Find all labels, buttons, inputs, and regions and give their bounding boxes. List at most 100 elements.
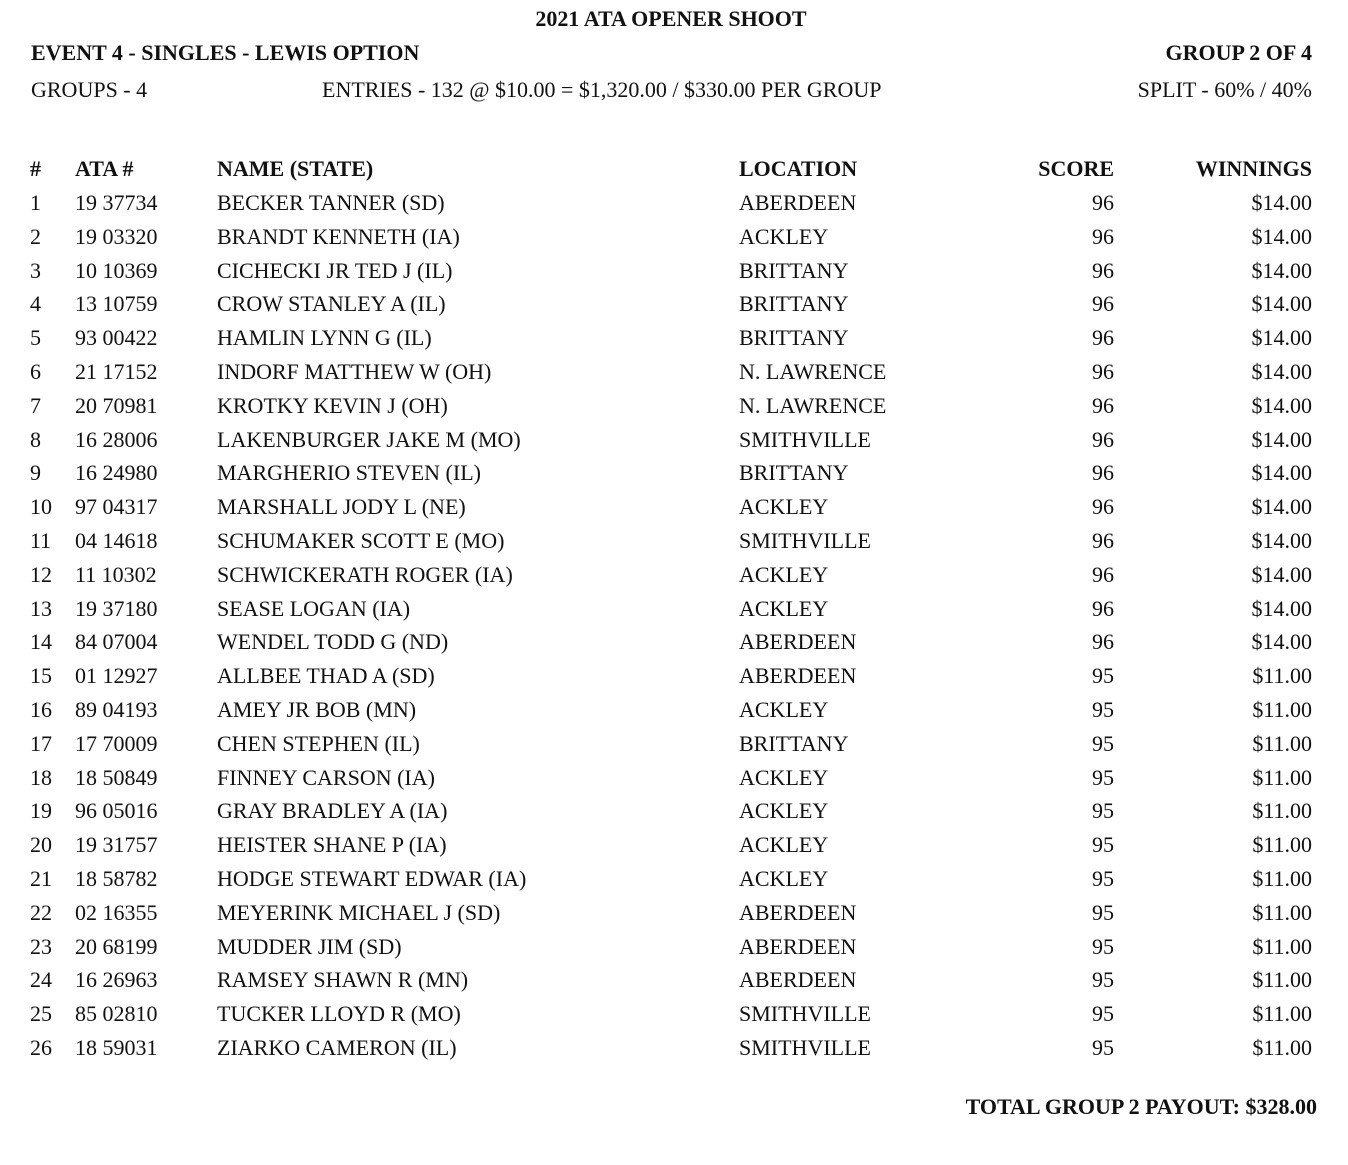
winnings: $14.00 [1251, 392, 1313, 418]
row-number: 13 [30, 595, 52, 621]
location: BRITTANY [739, 325, 849, 351]
score: 96 [1092, 392, 1114, 418]
ata-number: 19 03320 [75, 223, 158, 249]
location: ABERDEEN [739, 190, 857, 215]
shooter-name: FINNEY CARSON (IA) [217, 764, 435, 790]
winnings: $14.00 [1251, 325, 1313, 351]
ata-number: 17 70009 [75, 730, 158, 756]
score: 96 [1092, 359, 1114, 384]
shooter-name: CHEN STEPHEN (IL) [217, 730, 420, 756]
location: ACKLEY [739, 832, 829, 858]
score: 96 [1092, 629, 1114, 655]
location: BRITTANY [739, 291, 849, 317]
winnings: $11.00 [1252, 730, 1312, 756]
shooter-name: TUCKER LLOYD R (MO) [217, 1001, 461, 1027]
location: ACKLEY [739, 561, 829, 587]
group-label: GROUP 2 OF 4 [1165, 40, 1312, 65]
row-number: 24 [30, 967, 52, 993]
row-number: 11 [30, 528, 52, 553]
ata-number: 01 12927 [75, 663, 158, 689]
location: N. LAWRENCE [739, 392, 887, 418]
winnings: $14.00 [1251, 494, 1313, 520]
row-number: 4 [30, 291, 41, 317]
location: ACKLEY [739, 595, 829, 621]
shooter-name: SCHUMAKER SCOTT E (MO) [217, 528, 505, 553]
row-number: 5 [30, 325, 41, 351]
shooter-name: BECKER TANNER (SD) [217, 190, 445, 215]
row-number: 9 [30, 460, 41, 486]
winnings: $14.00 [1251, 190, 1313, 215]
shooter-name: RAMSEY SHAWN R (MN) [217, 967, 469, 993]
winnings: $14.00 [1251, 595, 1313, 621]
column-header-name: NAME (STATE) [217, 156, 374, 181]
ata-number: 93 00422 [75, 325, 158, 351]
location: ABERDEEN [739, 967, 857, 993]
winnings: $11.00 [1252, 1001, 1312, 1027]
shooter-name: HEISTER SHANE P (IA) [217, 832, 447, 858]
winnings: $14.00 [1251, 629, 1313, 655]
ata-number: 21 17152 [75, 359, 158, 384]
ata-number: 96 05016 [75, 798, 158, 824]
location: BRITTANY [739, 460, 849, 486]
location: ACKLEY [739, 764, 829, 790]
row-number: 23 [30, 933, 52, 959]
winnings: $14.00 [1251, 257, 1313, 283]
score: 96 [1092, 528, 1114, 553]
score: 95 [1092, 1035, 1114, 1060]
shooter-name: GRAY BRADLEY A (IA) [217, 798, 448, 824]
score: 96 [1092, 291, 1114, 317]
shooter-name: CICHECKI JR TED J (IL) [217, 257, 453, 283]
score: 95 [1092, 730, 1114, 756]
ata-number: 16 24980 [75, 460, 158, 486]
location: ACKLEY [739, 697, 829, 722]
shooter-name: ZIARKO CAMERON (IL) [217, 1035, 457, 1060]
ata-number: 18 50849 [75, 764, 158, 790]
shooter-name: INDORF MATTHEW W (OH) [217, 359, 492, 384]
shooter-name: CROW STANLEY A (IL) [217, 291, 446, 317]
score: 96 [1092, 223, 1114, 249]
score: 95 [1092, 832, 1114, 858]
column-header-ata: ATA # [75, 156, 134, 181]
row-number: 16 [30, 697, 52, 722]
row-number: 12 [30, 561, 52, 587]
groups-count: GROUPS - 4 [31, 77, 148, 102]
ata-number: 89 04193 [75, 697, 158, 722]
ata-number: 16 28006 [75, 426, 158, 452]
ata-number: 20 70981 [75, 392, 158, 418]
shooter-name: HODGE STEWART EDWAR (IA) [217, 866, 527, 891]
location: ABERDEEN [739, 663, 857, 689]
column-header-location: LOCATION [739, 156, 858, 181]
ata-number: 85 02810 [75, 1001, 158, 1027]
ata-number: 20 68199 [75, 933, 158, 959]
row-number: 10 [30, 494, 52, 520]
shooter-name: MUDDER JIM (SD) [217, 933, 402, 959]
event-title: EVENT 4 - SINGLES - LEWIS OPTION [31, 40, 420, 65]
ata-number: 19 37734 [75, 190, 158, 215]
score: 96 [1092, 595, 1114, 621]
ata-number: 02 16355 [75, 899, 158, 925]
payout-split: SPLIT - 60% / 40% [1137, 77, 1312, 102]
row-number: 18 [30, 764, 52, 790]
ata-number: 10 10369 [75, 257, 158, 283]
ata-number: 84 07004 [75, 629, 158, 655]
shooter-name: MARGHERIO STEVEN (IL) [217, 460, 481, 486]
column-header-number: # [30, 156, 41, 181]
location: BRITTANY [739, 730, 849, 756]
row-number: 19 [30, 798, 52, 824]
location: SMITHVILLE [739, 1035, 871, 1060]
ata-number: 97 04317 [75, 494, 158, 520]
winnings: $14.00 [1251, 359, 1313, 384]
score: 95 [1092, 967, 1114, 993]
score: 95 [1092, 933, 1114, 959]
score: 96 [1092, 325, 1114, 351]
winnings: $11.00 [1252, 967, 1312, 993]
winnings: $11.00 [1252, 697, 1312, 722]
location: N. LAWRENCE [739, 359, 887, 384]
winnings: $14.00 [1251, 223, 1313, 249]
score: 96 [1092, 426, 1114, 452]
row-number: 22 [30, 899, 52, 925]
ata-number: 13 10759 [75, 291, 158, 317]
winnings: $11.00 [1252, 899, 1312, 925]
location: ABERDEEN [739, 899, 857, 925]
row-number: 8 [30, 426, 41, 452]
